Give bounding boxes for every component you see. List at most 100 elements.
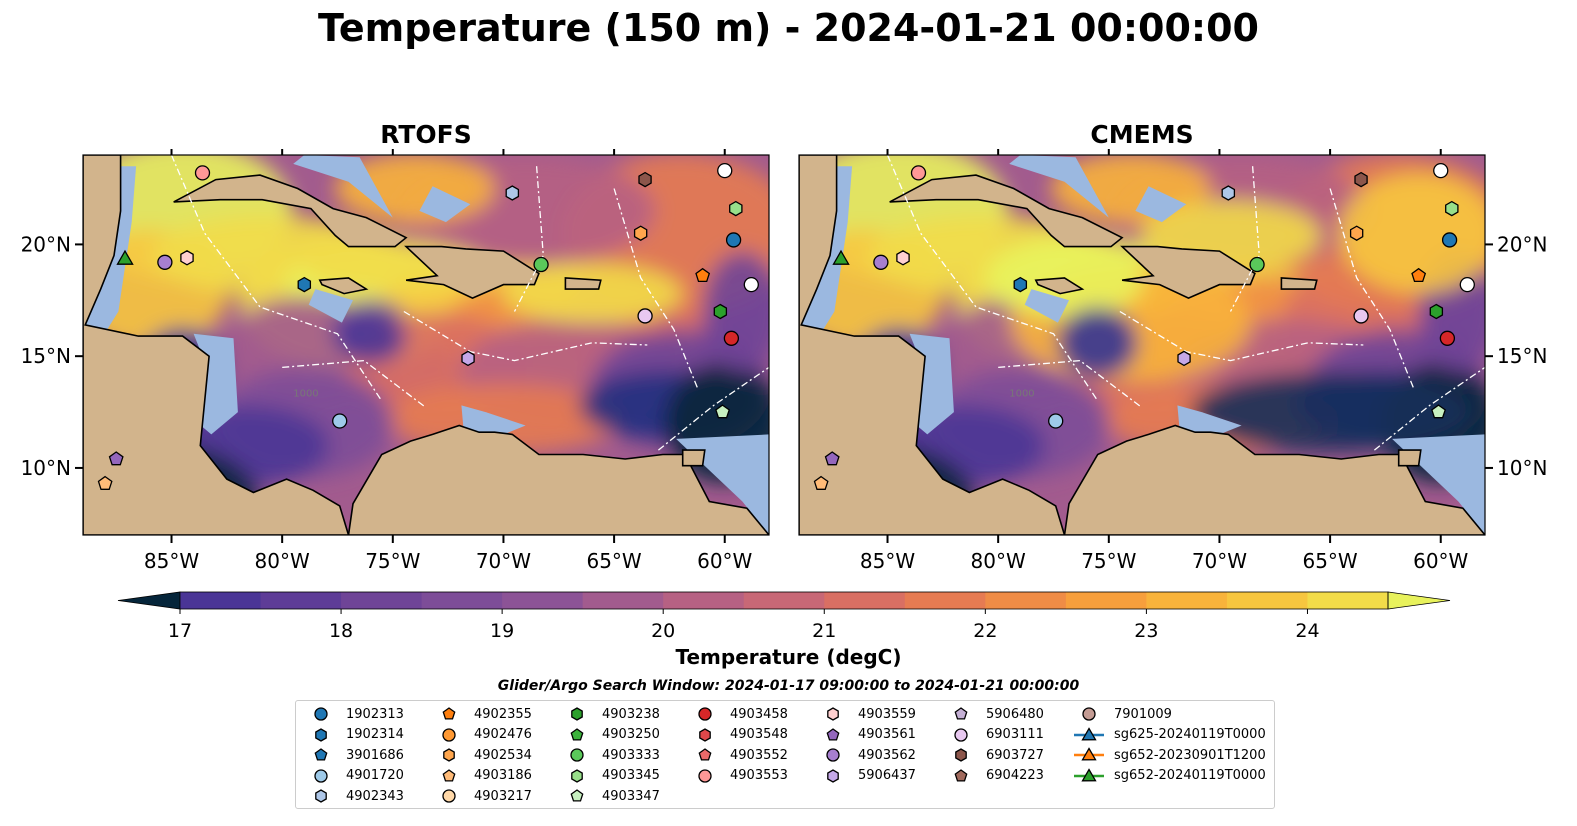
platform-marker (695, 267, 711, 283)
platform-marker (1459, 276, 1475, 293)
legend-symbol (314, 748, 328, 761)
land-area (1063, 424, 1485, 535)
lon-tick-label: 80°W (971, 549, 1026, 573)
shelf-area (461, 405, 526, 439)
legend-marker (314, 748, 328, 761)
shelf-area (308, 289, 353, 323)
legend-marker (954, 727, 968, 742)
legend-symbol (442, 789, 456, 803)
legend-label: 4902476 (474, 727, 532, 742)
legend-symbol (570, 789, 584, 802)
legend-entry: 4903333 (562, 745, 660, 765)
legend-symbol (1081, 767, 1097, 781)
shelf-area (1177, 405, 1242, 439)
legend-symbol (442, 768, 456, 782)
colorbar-bin (260, 592, 342, 609)
colorbar-bin (582, 592, 664, 609)
eez-boundary (1119, 310, 1364, 362)
platform-marker (1429, 303, 1444, 320)
legend-label: 4903559 (858, 706, 916, 722)
platform-marker (824, 451, 840, 466)
contour-label: 1000 (1009, 388, 1034, 399)
platform-marker (97, 475, 113, 490)
legend-symbol (699, 727, 711, 742)
legend-symbol (1082, 707, 1096, 721)
temperature-blob (1190, 372, 1471, 453)
legend-symbol (1081, 747, 1097, 761)
platform-marker (180, 250, 194, 266)
legend-entry: 4903345 (562, 766, 660, 786)
legend-entry: 4901720 (306, 766, 404, 786)
land-area (564, 277, 602, 290)
lat-tick-label: 20°N (1497, 232, 1547, 256)
legend-entry: 5906437 (818, 766, 916, 786)
legend-symbol (570, 727, 584, 741)
legend-marker (315, 727, 327, 742)
legend-label: 4903333 (602, 747, 660, 763)
legend-marker (314, 707, 328, 721)
colorbar-extend-max (1387, 591, 1451, 610)
panel-frame (82, 154, 770, 536)
legend-marker (954, 768, 968, 782)
legend-entry: 6903727 (946, 745, 1044, 765)
legend-marker (955, 748, 967, 762)
shelf-area (1009, 155, 1109, 218)
legend-entry: 6903111 (946, 725, 1044, 745)
legend-marker (954, 707, 968, 720)
platform-marker (578, 103, 592, 117)
legend-symbol (442, 707, 456, 720)
platform-marker (910, 165, 927, 181)
legend-marker (442, 789, 456, 803)
legend-entry: 4903559 (818, 704, 916, 724)
lat-tick-label: 10°N (21, 456, 71, 480)
lat-tick-label: 15°N (21, 344, 71, 368)
eez-boundary (1329, 188, 1415, 390)
colorbar-tick-label: 20 (651, 620, 675, 642)
platform-marker (116, 249, 134, 265)
shelf-area (419, 186, 471, 223)
shelf-area (1024, 289, 1069, 323)
platform-marker (896, 250, 910, 266)
map-panel-cmems: 1000 (799, 155, 1485, 535)
eez-boundary (613, 188, 699, 390)
land-area (1034, 277, 1085, 295)
platform-marker (1353, 308, 1369, 324)
legend-entry: 7901009 (1074, 704, 1172, 724)
legend-marker (1074, 726, 1104, 740)
legend-marker (442, 707, 456, 720)
colorbar-bin (180, 592, 262, 609)
land-area (889, 174, 1124, 248)
colorbar-frame (179, 591, 1389, 610)
legend-marker (826, 748, 840, 762)
legend-entry: 4903238 (562, 704, 660, 724)
legend-marker (699, 727, 711, 742)
legend-symbol (827, 707, 839, 721)
platform-marker (297, 276, 312, 293)
legend-marker (443, 748, 455, 762)
lon-tick-label: 75°W (365, 549, 420, 573)
legend-symbol (443, 748, 455, 762)
legend-marker (1074, 747, 1104, 761)
legend-marker (827, 768, 839, 783)
colorbar-bin (502, 592, 584, 609)
legend-label: 4903553 (730, 768, 788, 783)
land-area (1280, 277, 1318, 290)
platform-legend: 1902313 1902314 3901686 4901720 4902343 49023… (295, 700, 1275, 809)
platform-marker (723, 330, 740, 346)
legend-marker (827, 707, 839, 721)
legend-marker (698, 707, 712, 721)
colorbar-bin (1226, 592, 1308, 609)
colorbar-tick-label: 24 (1295, 620, 1319, 642)
legend-label: 4903217 (474, 788, 532, 804)
legend-entry: 4903458 (690, 704, 788, 724)
platform-marker (1445, 200, 1459, 217)
legend-entry: 4903561 (818, 725, 916, 745)
legend-entry: 4903347 (562, 786, 660, 806)
legend-symbol (1081, 726, 1097, 740)
platform-marker (725, 232, 742, 248)
colorbar-bin (904, 592, 986, 609)
legend-symbol (826, 727, 840, 741)
legend-symbol (698, 707, 712, 721)
legend-label: 4903345 (602, 768, 660, 783)
temperature-blob (1057, 307, 1138, 378)
